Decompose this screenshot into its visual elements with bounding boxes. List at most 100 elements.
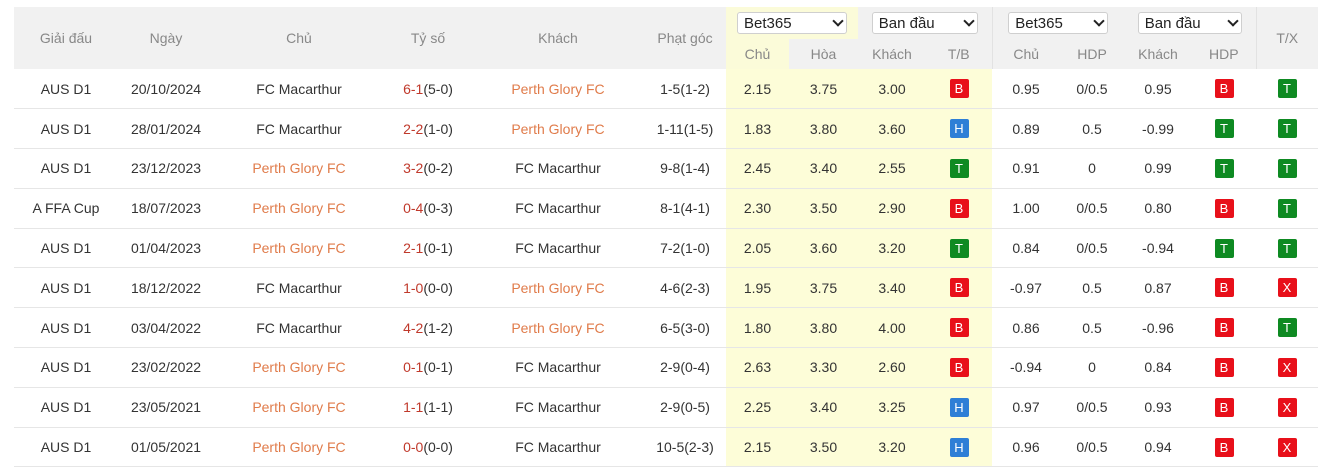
result-badge: H [949,397,969,417]
date-cell: 03/04/2022 [118,307,214,349]
hdp-home-cell: 1.00 [992,188,1060,229]
col-hdp-result-header[interactable]: HDP [1192,39,1256,69]
tx-result-badge: X [1277,397,1297,417]
home-team-link[interactable]: FC Macarthur [214,267,384,309]
league-cell[interactable]: AUS D1 [14,228,118,269]
fulltime-score: 1-1 [403,399,424,416]
home-team-link[interactable]: FC Macarthur [214,69,384,110]
table-row[interactable]: AUS D1 20/10/2024 FC Macarthur 6-1(5-0) Pert… [14,69,1318,110]
hdp-result-badge: T [1214,238,1234,258]
col-odds-draw-header[interactable]: Hòa [789,39,858,69]
fulltime-score: 2-1 [403,240,424,257]
halftime-score: (5-0) [423,80,453,97]
away-team-link[interactable]: FC Macarthur [472,347,644,388]
table-row[interactable]: AUS D1 01/05/2021 Perth Glory FC 0-0(0-0) FC… [14,427,1318,468]
table-row[interactable]: A FFA Cup 18/07/2023 Perth Glory FC 0-4(0-3… [14,188,1318,229]
away-team-link[interactable]: FC Macarthur [472,188,644,229]
league-cell[interactable]: A FFA Cup [14,188,118,229]
chevron-down-icon [963,15,975,27]
col-away-header[interactable]: Khách [472,7,644,69]
away-team-link[interactable]: FC Macarthur [472,387,644,428]
header-row-sub: Chủ Hòa Khách T/B Chủ HDP Khách HDP [14,39,1318,69]
away-team-link[interactable]: Perth Glory FC [472,108,644,150]
table-row[interactable]: AUS D1 28/01/2024 FC Macarthur 2-2(1-0) Pert… [14,108,1318,150]
table-row[interactable]: AUS D1 18/12/2022 FC Macarthur 1-0(0-0) Pert… [14,267,1318,309]
corners-cell: 8-1(4-1) [644,188,726,229]
hdp-result-cell: B [1192,387,1256,428]
halftime-score: (0-1) [423,240,453,257]
tx-result-badge: T [1277,158,1297,178]
corners-cell: 1-5(1-2) [644,69,726,110]
col-tx-header[interactable]: T/X [1255,7,1318,69]
odds-type-select[interactable]: Ban đầu [858,7,992,39]
league-cell[interactable]: AUS D1 [14,387,118,428]
away-team-link[interactable]: FC Macarthur [472,427,644,468]
table-row[interactable]: AUS D1 03/04/2022 FC Macarthur 4-2(1-2) Pert… [14,307,1318,349]
home-team-link[interactable]: Perth Glory FC [214,427,384,468]
col-score-header[interactable]: Tỷ số [384,7,472,69]
home-team-link[interactable]: Perth Glory FC [214,347,384,388]
away-team-link[interactable]: Perth Glory FC [472,307,644,349]
odds-draw-cell: 3.50 [789,188,858,229]
league-cell[interactable]: AUS D1 [14,148,118,189]
score-cell[interactable]: 3-2(0-2) [384,148,472,189]
table-row[interactable]: AUS D1 01/04/2023 Perth Glory FC 2-1(0-1) FC… [14,228,1318,269]
halftime-score: (0-2) [423,160,453,177]
score-cell[interactable]: 4-2(1-2) [384,307,472,349]
col-home-header[interactable]: Chủ [214,7,384,69]
col-corners-header[interactable]: Phạt góc [644,7,726,69]
col-odds-result-header[interactable]: T/B [926,39,992,69]
away-team-link[interactable]: Perth Glory FC [472,267,644,309]
league-cell[interactable]: AUS D1 [14,427,118,468]
col-odds-home-header[interactable]: Chủ [726,39,789,69]
result-badge: B [949,278,969,298]
home-team-link[interactable]: FC Macarthur [214,108,384,150]
hdp-away-cell: 0.87 [1124,267,1192,309]
col-date-header[interactable]: Ngày [118,7,214,69]
league-cell[interactable]: AUS D1 [14,347,118,388]
score-cell[interactable]: 0-0(0-0) [384,427,472,468]
league-cell[interactable]: AUS D1 [14,69,118,110]
away-team-link[interactable]: FC Macarthur [472,228,644,269]
hdp-home-cell: 0.89 [992,108,1060,150]
league-cell[interactable]: AUS D1 [14,267,118,309]
home-team-link[interactable]: Perth Glory FC [214,387,384,428]
home-team-link[interactable]: Perth Glory FC [214,228,384,269]
col-hdp-away-header[interactable]: Khách [1124,39,1192,69]
away-team-link[interactable]: FC Macarthur [472,148,644,189]
col-league-header[interactable]: Giải đấu [14,7,118,69]
col-odds-away-header[interactable]: Khách [858,39,926,69]
odds-bookmaker-select[interactable]: Bet365 [726,7,858,39]
hdp-line-cell: 0/0.5 [1060,69,1124,110]
hdp-home-cell: -0.94 [992,347,1060,388]
table-row[interactable]: AUS D1 23/05/2021 Perth Glory FC 1-1(1-1) FC… [14,387,1318,428]
tx-result-badge: T [1277,318,1297,338]
h2h-table: Giải đấu Ngày Chủ Tỷ số Khách Phạt góc B… [14,7,1318,468]
score-cell[interactable]: 1-1(1-1) [384,387,472,428]
hdp-result-badge: B [1214,397,1234,417]
table-row[interactable]: AUS D1 23/12/2023 Perth Glory FC 3-2(0-2) FC… [14,148,1318,189]
hdp-result-badge: B [1214,79,1234,99]
table-row[interactable]: AUS D1 23/02/2022 Perth Glory FC 0-1(0-1) FC… [14,347,1318,388]
league-cell[interactable]: AUS D1 [14,307,118,349]
hdp-bookmaker-select[interactable]: Bet365 [991,7,1124,39]
score-cell[interactable]: 6-1(5-0) [384,69,472,110]
score-cell[interactable]: 2-2(1-0) [384,108,472,150]
corners-cell: 9-8(1-4) [644,148,726,189]
col-hdp-home-header[interactable]: Chủ [991,39,1060,69]
col-hdp-line-header[interactable]: HDP [1060,39,1124,69]
hdp-type-select[interactable]: Ban đầu [1124,7,1256,39]
score-cell[interactable]: 2-1(0-1) [384,228,472,269]
hdp-result-cell: B [1192,69,1256,110]
hdp-away-cell: -0.96 [1124,307,1192,349]
away-team-link[interactable]: Perth Glory FC [472,69,644,110]
home-team-link[interactable]: FC Macarthur [214,307,384,349]
league-cell[interactable]: AUS D1 [14,108,118,150]
score-cell[interactable]: 0-1(0-1) [384,347,472,388]
tx-result-cell: X [1256,347,1318,388]
home-team-link[interactable]: Perth Glory FC [214,188,384,229]
home-team-link[interactable]: Perth Glory FC [214,148,384,189]
score-cell[interactable]: 0-4(0-3) [384,188,472,229]
score-cell[interactable]: 1-0(0-0) [384,267,472,309]
date-cell: 23/02/2022 [118,347,214,388]
